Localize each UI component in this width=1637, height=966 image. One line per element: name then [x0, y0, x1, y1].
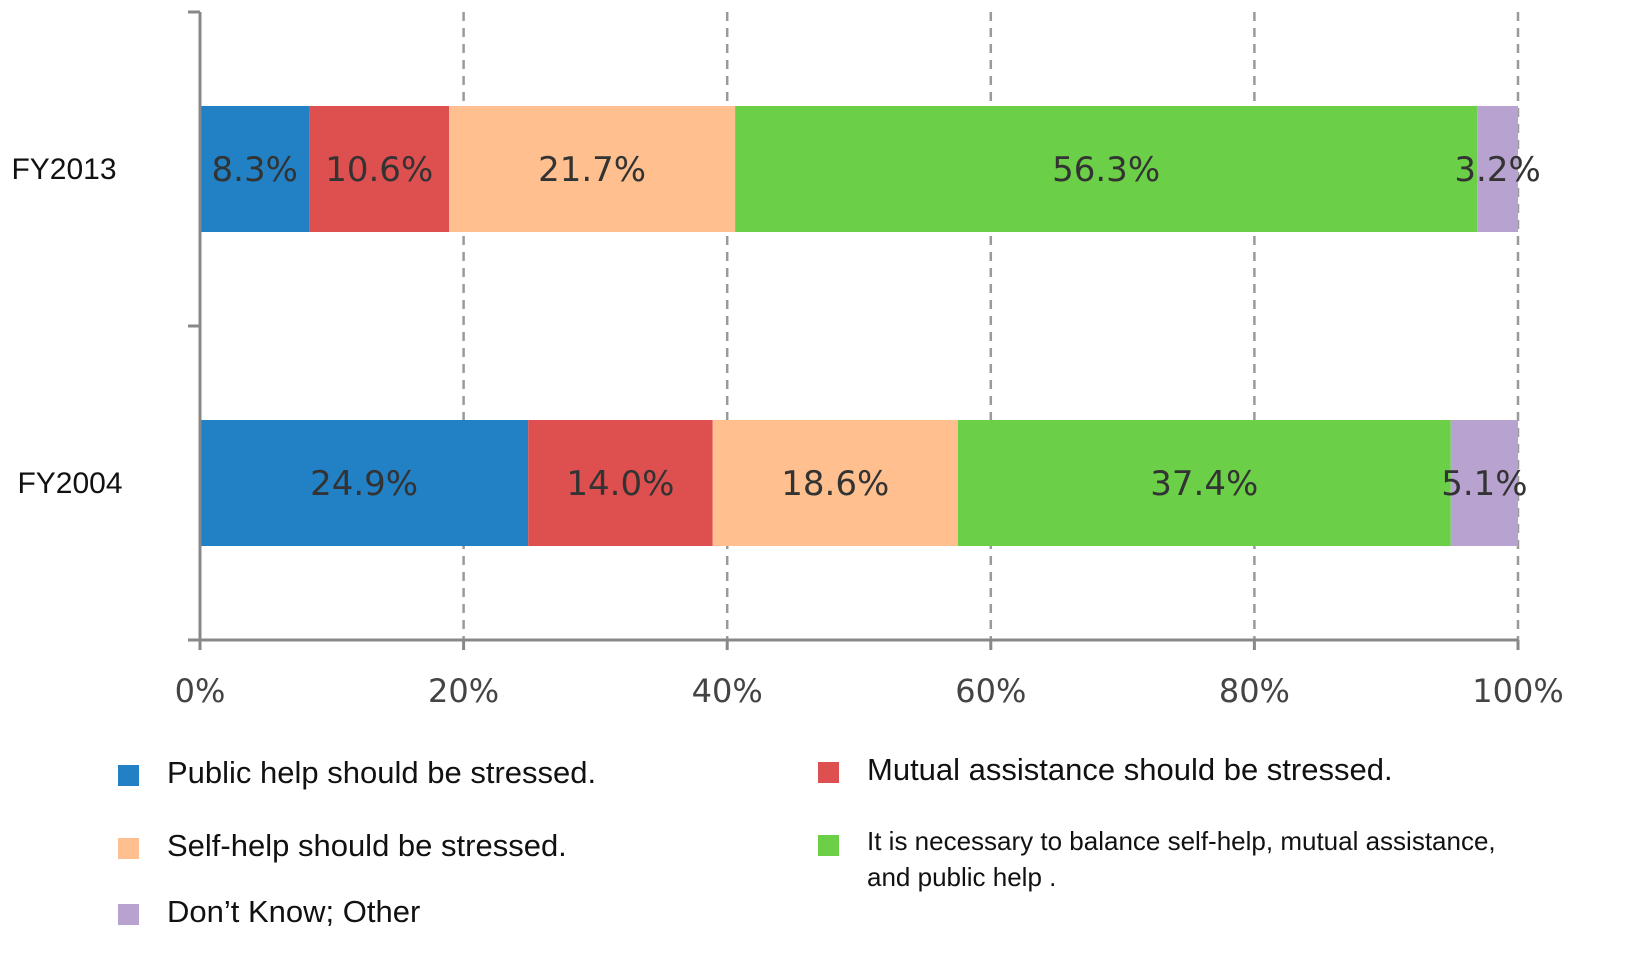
- legend-item-public-help: Public help should be stressed.: [118, 755, 596, 791]
- data-label: 24.9%: [310, 464, 418, 504]
- data-label: 3.2%: [1454, 150, 1540, 190]
- stacked-bar-chart: 8.3% 10.6% 21.7% 56.3% 3.2% FY2013 24.9% 14.0% 1…: [11, 10, 1564, 710]
- x-tick-label: 60%: [955, 672, 1026, 710]
- bar-segment: [1450, 420, 1518, 546]
- data-label: 18.6%: [781, 464, 889, 504]
- legend-label-dont-know: Don’t Know; Other: [167, 894, 421, 929]
- legend-item-self-help: Self-help should be stressed.: [118, 828, 567, 864]
- legend-item-dont-know: Don’t Know; Other: [118, 894, 420, 930]
- legend-swatch-mutual-assistance: [818, 762, 839, 783]
- legend-label-balance: It is necessary to balance self-help, mu…: [839, 823, 1496, 895]
- x-tick-label: 0%: [175, 672, 226, 710]
- legend-item-mutual-assistance: Mutual assistance should be stressed.: [818, 752, 1393, 788]
- data-label: 56.3%: [1052, 150, 1160, 190]
- x-tick-label: 100%: [1472, 672, 1563, 710]
- legend-label-self-help: Self-help should be stressed.: [167, 828, 567, 863]
- legend-item-balance: It is necessary to balance self-help, mu…: [818, 823, 1496, 895]
- legend-label-mutual-assistance: Mutual assistance should be stressed.: [867, 752, 1393, 787]
- data-label: 21.7%: [538, 150, 646, 190]
- x-tick-label: 40%: [692, 672, 763, 710]
- data-label: 10.6%: [325, 150, 433, 190]
- x-tick-label: 80%: [1219, 672, 1290, 710]
- bar-segment: [735, 106, 1478, 232]
- bar-segment: [449, 106, 736, 232]
- bar-segment: [309, 106, 450, 232]
- bar-segment: [528, 420, 713, 546]
- data-label: 5.1%: [1441, 464, 1527, 504]
- legend-label-balance-line-1: It is necessary to balance self-help, mu…: [867, 826, 1496, 856]
- legend-swatch-dont-know: [118, 904, 139, 925]
- category-label: FY2004: [17, 467, 122, 500]
- data-label: 8.3%: [212, 150, 298, 190]
- legend-swatch-self-help: [118, 838, 139, 859]
- legend-label-balance-line-2: and public help .: [867, 862, 1057, 892]
- data-label: 14.0%: [566, 464, 674, 504]
- bar-segment: [1477, 106, 1518, 232]
- category-label: FY2013: [11, 153, 116, 186]
- bar-segment: [200, 106, 310, 232]
- x-tick-label: 20%: [428, 672, 499, 710]
- legend-swatch-public-help: [118, 765, 139, 786]
- bar-segment: [200, 420, 529, 546]
- bar-segment: [957, 420, 1451, 546]
- legend-label-public-help: Public help should be stressed.: [167, 755, 597, 790]
- bar-segment: [712, 420, 958, 546]
- legend-swatch-balance: [818, 835, 839, 856]
- data-label: 37.4%: [1150, 464, 1258, 504]
